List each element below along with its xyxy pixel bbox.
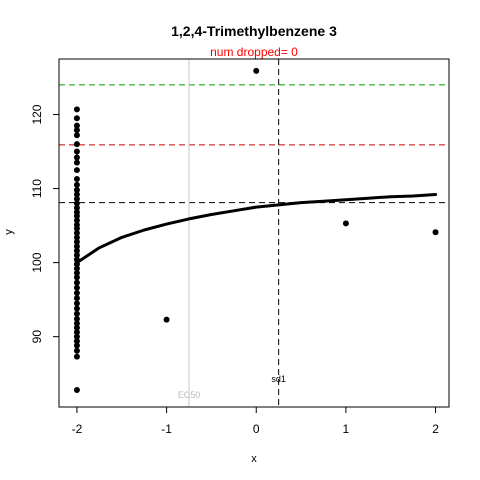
data-point (73, 238, 80, 245)
y-axis-label: y (3, 229, 15, 235)
chart-title: 1,2,4-Trimethylbenzene 3 (171, 23, 337, 39)
data-point (342, 220, 349, 227)
x-tick-label: -1 (161, 422, 172, 436)
data-point (73, 300, 80, 307)
y-tick-label: 90 (30, 330, 44, 344)
data-point (73, 289, 80, 296)
data-point (73, 386, 80, 393)
data-point (73, 342, 80, 349)
vline-label-sd1: sd1 (271, 374, 286, 384)
x-tick-label: 1 (343, 422, 350, 436)
x-tick-label: 2 (432, 422, 439, 436)
data-point (73, 159, 80, 166)
data-point (163, 316, 170, 323)
data-point (73, 261, 80, 268)
fit-curve (75, 193, 438, 265)
reference-lines: EC50 sd1 (59, 59, 449, 407)
data-point (73, 274, 80, 281)
data-point (73, 269, 80, 276)
data-point (73, 247, 80, 254)
data-point (73, 127, 80, 134)
data-point (73, 191, 80, 198)
data-point (73, 284, 80, 291)
data-point (73, 310, 80, 317)
vline-label-ec50: EC50 (178, 390, 201, 400)
data-point (73, 200, 80, 207)
data-point (73, 234, 80, 241)
data-point (73, 195, 80, 202)
data-point (73, 148, 80, 155)
x-axis-label: x (251, 453, 257, 465)
data-point (73, 167, 80, 174)
data-point (73, 115, 80, 122)
x-tick-label: 0 (253, 422, 260, 436)
data-point (73, 106, 80, 113)
data-point (73, 212, 80, 219)
data-points (73, 67, 439, 393)
data-point (73, 243, 80, 250)
x-tick-label: -2 (72, 422, 83, 436)
fit-curve-layer (75, 193, 438, 265)
y-tick-label: 100 (30, 252, 44, 272)
data-point (73, 204, 80, 211)
data-point (73, 315, 80, 322)
data-point (73, 175, 80, 182)
data-point (73, 225, 80, 232)
chart-subtitle: num dropped= 0 (210, 45, 298, 59)
data-point (73, 347, 80, 354)
data-point (73, 324, 80, 331)
data-point (73, 217, 80, 224)
data-point (253, 67, 260, 74)
data-point (432, 229, 439, 236)
data-point (73, 320, 80, 327)
data-point (73, 333, 80, 340)
data-point (73, 265, 80, 272)
y-tick-label: 120 (30, 104, 44, 124)
data-point (73, 338, 80, 345)
data-point (73, 252, 80, 259)
data-point (73, 132, 80, 139)
data-point (73, 154, 80, 161)
data-point (73, 230, 80, 236)
data-point (73, 329, 80, 336)
data-point (73, 256, 80, 263)
data-point (73, 295, 80, 302)
data-point (73, 305, 80, 312)
data-point (73, 279, 80, 286)
data-point (73, 122, 80, 129)
data-point (73, 187, 80, 194)
data-point (73, 181, 80, 188)
plot-frame (58, 58, 450, 408)
data-point (73, 141, 80, 148)
data-point (73, 353, 80, 360)
y-tick-label: 110 (30, 179, 44, 198)
